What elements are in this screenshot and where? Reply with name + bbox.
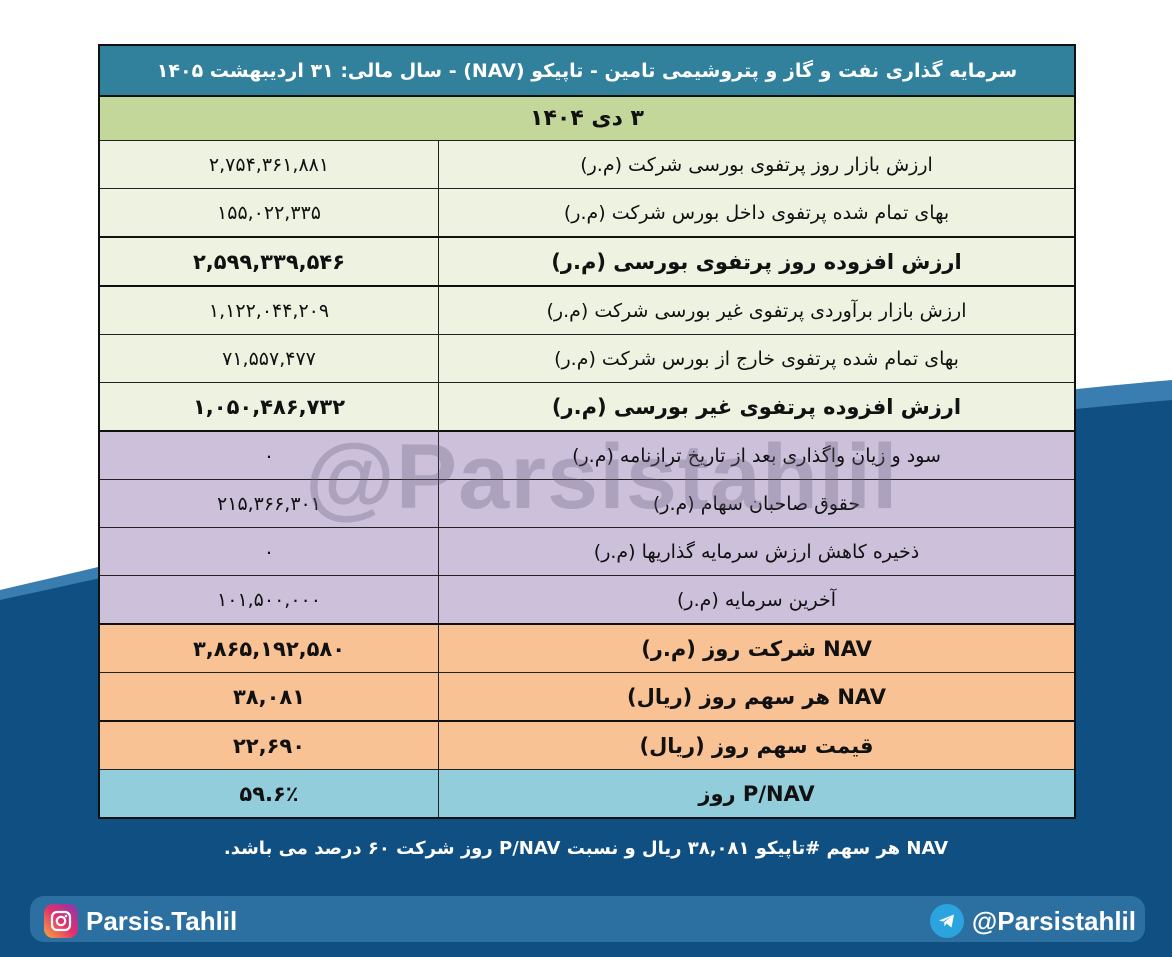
table-row: ذخیره کاهش ارزش سرمایه گذاریها (م.ر) ۰ <box>98 527 1076 576</box>
row-label: بهای تمام شده پرتفوی داخل بورس شرکت (م.ر… <box>438 188 1076 238</box>
telegram-handle[interactable]: @Parsistahlil <box>929 904 1136 938</box>
row-value: ۲,۵۹۹,۳۳۹,۵۴۶ <box>98 236 440 287</box>
row-label: قیمت سهم روز (ریال) <box>438 720 1076 770</box>
table-title-row: سرمایه گذاری نفت و گاز و پتروشیمی تامین … <box>98 44 1076 97</box>
table-row: ارزش بازار برآوردی پرتفوی غیر بورسی شرکت… <box>98 285 1076 335</box>
row-value: ۱۵۵,۰۲۲,۳۳۵ <box>98 188 440 238</box>
row-value: ۲,۷۵۴,۳۶۱,۸۸۱ <box>98 140 440 189</box>
table-row: حقوق صاحبان سهام (م.ر) ۲۱۵,۳۶۶,۳۰۱ <box>98 479 1076 528</box>
table-row: بهای تمام شده پرتفوی خارج از بورس شرکت (… <box>98 334 1076 383</box>
row-label: ارزش افزوده روز پرتفوی بورسی (م.ر) <box>438 236 1076 287</box>
row-label: بهای تمام شده پرتفوی خارج از بورس شرکت (… <box>438 334 1076 383</box>
table-row: سود و زیان واگذاری بعد از تاریخ ترازنامه… <box>98 430 1076 480</box>
row-value: ۱۰۱,۵۰۰,۰۰۰ <box>98 575 440 625</box>
date-row: ۳ دی ۱۴۰۴ <box>98 95 1076 141</box>
table-row: ارزش افزوده روز پرتفوی بورسی (م.ر) ۲,۵۹۹,… <box>98 236 1076 287</box>
summary-caption: NAV هر سهم #تاپیکو ۳۸,۰۸۱ ریال و نسبت P/… <box>223 838 949 859</box>
row-label: حقوق صاحبان سهام (م.ر) <box>438 479 1076 528</box>
row-label: سود و زیان واگذاری بعد از تاریخ ترازنامه… <box>438 430 1076 480</box>
row-label: ذخیره کاهش ارزش سرمایه گذاریها (م.ر) <box>438 527 1076 576</box>
instagram-handle[interactable]: Parsis.Tahlil <box>44 904 237 938</box>
row-label: ارزش افزوده پرتفوی غیر بورسی (م.ر) <box>438 382 1076 432</box>
instagram-label: Parsis.Tahlil <box>86 905 238 936</box>
row-value: ۱,۱۲۲,۰۴۴,۲۰۹ <box>98 285 440 335</box>
table-row: NAV شرکت روز (م.ر) ۳,۸۶۵,۱۹۲,۵۸۰ <box>98 623 1076 673</box>
table-row: ارزش بازار روز پرتفوی بورسی شرکت (م.ر) ۲,… <box>98 140 1076 189</box>
row-label: آخرین سرمایه (م.ر) <box>438 575 1076 625</box>
row-value: ۲۱۵,۳۶۶,۳۰۱ <box>98 479 440 528</box>
table-row: ارزش افزوده پرتفوی غیر بورسی (م.ر) ۱,۰۵۰,… <box>98 382 1076 432</box>
row-value: ۷۱,۵۵۷,۴۷۷ <box>98 334 440 383</box>
table-row: آخرین سرمایه (م.ر) ۱۰۱,۵۰۰,۰۰۰ <box>98 575 1076 625</box>
table-row: بهای تمام شده پرتفوی داخل بورس شرکت (م.ر… <box>98 188 1076 238</box>
nav-table: سرمایه گذاری نفت و گاز و پتروشیمی تامین … <box>98 44 1076 819</box>
row-value: ۳,۸۶۵,۱۹۲,۵۸۰ <box>98 623 440 673</box>
row-label: ارزش بازار روز پرتفوی بورسی شرکت (م.ر) <box>438 140 1076 189</box>
row-value: ۳۸,۰۸۱ <box>98 672 440 722</box>
telegram-label: @Parsistahlil <box>971 905 1136 936</box>
row-label: ارزش بازار برآوردی پرتفوی غیر بورسی شرکت… <box>438 285 1076 335</box>
row-value: ۲۲,۶۹۰ <box>98 720 440 770</box>
telegram-icon <box>929 904 964 938</box>
table-title: سرمایه گذاری نفت و گاز و پتروشیمی تامین … <box>98 44 1076 97</box>
row-value: ۵۹.۶٪ <box>98 769 440 819</box>
instagram-icon <box>44 904 78 938</box>
row-label: NAV شرکت روز (م.ر) <box>438 623 1076 673</box>
row-value: ۱,۰۵۰,۴۸۶,۷۳۲ <box>98 382 440 432</box>
row-value: ۰ <box>98 430 440 480</box>
row-label: NAV هر سهم روز (ریال) <box>438 672 1076 722</box>
row-label: P/NAV روز <box>438 769 1076 819</box>
table-row: قیمت سهم روز (ریال) ۲۲,۶۹۰ <box>98 720 1076 770</box>
table-row: P/NAV روز ۵۹.۶٪ <box>98 769 1076 819</box>
table-row: NAV هر سهم روز (ریال) ۳۸,۰۸۱ <box>98 672 1076 722</box>
row-value: ۰ <box>98 527 440 576</box>
report-date: ۳ دی ۱۴۰۴ <box>98 95 1076 141</box>
